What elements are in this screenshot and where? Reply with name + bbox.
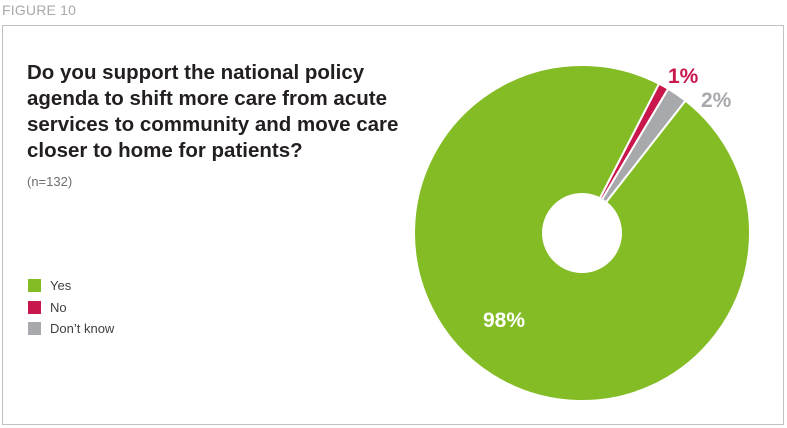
data-label-yes: 98% [483,309,525,332]
donut-hole [542,193,622,273]
legend-label-no: No [50,299,67,315]
pie-slice-dont-know [581,87,687,234]
legend-item-no: No [28,297,114,319]
figure-label: FIGURE 10 [2,2,77,18]
data-label-dont-know: 2% [701,89,732,112]
legend-swatch-no [28,300,41,314]
legend-label-yes: Yes [50,278,72,294]
figure-frame [2,25,784,425]
legend-item-yes: Yes [28,275,114,297]
data-label-no: 1% [668,65,699,88]
legend-item-dont-know: Don’t know [28,318,114,340]
legend-swatch-dont-know [28,322,41,336]
chart-title: Do you support the national policy agend… [27,61,399,162]
legend-swatch-yes [28,279,41,293]
legend-label-dont-know: Don’t know [50,321,115,337]
chart-legend: Yes No Don’t know [28,275,114,340]
sample-size-note: (n=132) [27,174,73,189]
